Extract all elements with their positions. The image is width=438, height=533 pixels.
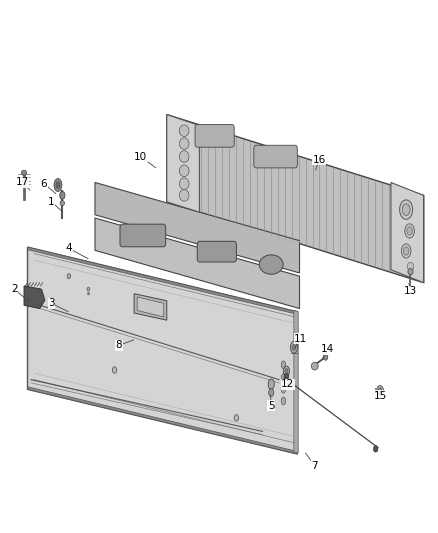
Polygon shape (167, 115, 199, 212)
Ellipse shape (21, 170, 27, 175)
Ellipse shape (268, 389, 274, 397)
Polygon shape (24, 286, 45, 309)
Ellipse shape (281, 374, 286, 382)
Polygon shape (137, 297, 164, 317)
Text: 6: 6 (41, 179, 47, 189)
Text: 12: 12 (281, 379, 294, 389)
Ellipse shape (259, 255, 283, 274)
Ellipse shape (180, 125, 189, 136)
Ellipse shape (290, 342, 297, 353)
Ellipse shape (268, 379, 274, 389)
Ellipse shape (285, 369, 288, 374)
Ellipse shape (87, 287, 90, 291)
Ellipse shape (403, 247, 409, 255)
Ellipse shape (234, 415, 239, 421)
Text: 14: 14 (321, 344, 335, 354)
Ellipse shape (401, 244, 411, 258)
Polygon shape (134, 294, 167, 320)
Ellipse shape (281, 385, 286, 393)
Polygon shape (28, 247, 297, 454)
Text: 3: 3 (48, 298, 55, 309)
Ellipse shape (180, 165, 189, 176)
Ellipse shape (88, 293, 89, 295)
Ellipse shape (402, 204, 410, 215)
Text: 7: 7 (311, 461, 318, 471)
Ellipse shape (407, 262, 414, 271)
Polygon shape (95, 182, 300, 273)
Polygon shape (391, 182, 424, 282)
Ellipse shape (377, 385, 384, 396)
Text: 1: 1 (48, 197, 55, 207)
Text: 11: 11 (294, 334, 307, 344)
FancyBboxPatch shape (120, 224, 166, 247)
Ellipse shape (323, 354, 328, 360)
Polygon shape (28, 387, 297, 454)
FancyBboxPatch shape (197, 241, 237, 262)
FancyBboxPatch shape (195, 125, 234, 147)
Ellipse shape (60, 191, 65, 199)
Text: 2: 2 (11, 284, 18, 294)
Ellipse shape (374, 446, 378, 452)
Ellipse shape (281, 361, 286, 369)
Polygon shape (167, 115, 424, 282)
Ellipse shape (113, 367, 117, 373)
Polygon shape (95, 218, 300, 309)
Text: 10: 10 (134, 151, 147, 161)
Text: 16: 16 (312, 155, 326, 165)
Text: 15: 15 (374, 391, 387, 401)
Ellipse shape (60, 200, 64, 206)
Ellipse shape (284, 373, 289, 379)
Text: 4: 4 (66, 244, 72, 253)
Polygon shape (28, 247, 297, 314)
FancyBboxPatch shape (254, 146, 297, 168)
Ellipse shape (180, 190, 189, 201)
Ellipse shape (54, 179, 62, 191)
Text: 8: 8 (116, 341, 122, 350)
Ellipse shape (407, 227, 413, 235)
Ellipse shape (180, 151, 189, 163)
Ellipse shape (281, 397, 286, 405)
Ellipse shape (399, 200, 413, 219)
Ellipse shape (283, 366, 290, 376)
Ellipse shape (180, 138, 189, 149)
Polygon shape (294, 310, 298, 453)
Ellipse shape (292, 344, 296, 350)
Ellipse shape (405, 224, 414, 238)
Ellipse shape (378, 388, 382, 393)
Ellipse shape (56, 182, 60, 188)
Ellipse shape (311, 362, 318, 370)
Ellipse shape (67, 273, 71, 279)
Text: 13: 13 (404, 286, 417, 296)
Text: 17: 17 (16, 177, 29, 188)
Ellipse shape (408, 269, 413, 275)
Ellipse shape (180, 178, 189, 190)
Text: 5: 5 (268, 400, 275, 410)
